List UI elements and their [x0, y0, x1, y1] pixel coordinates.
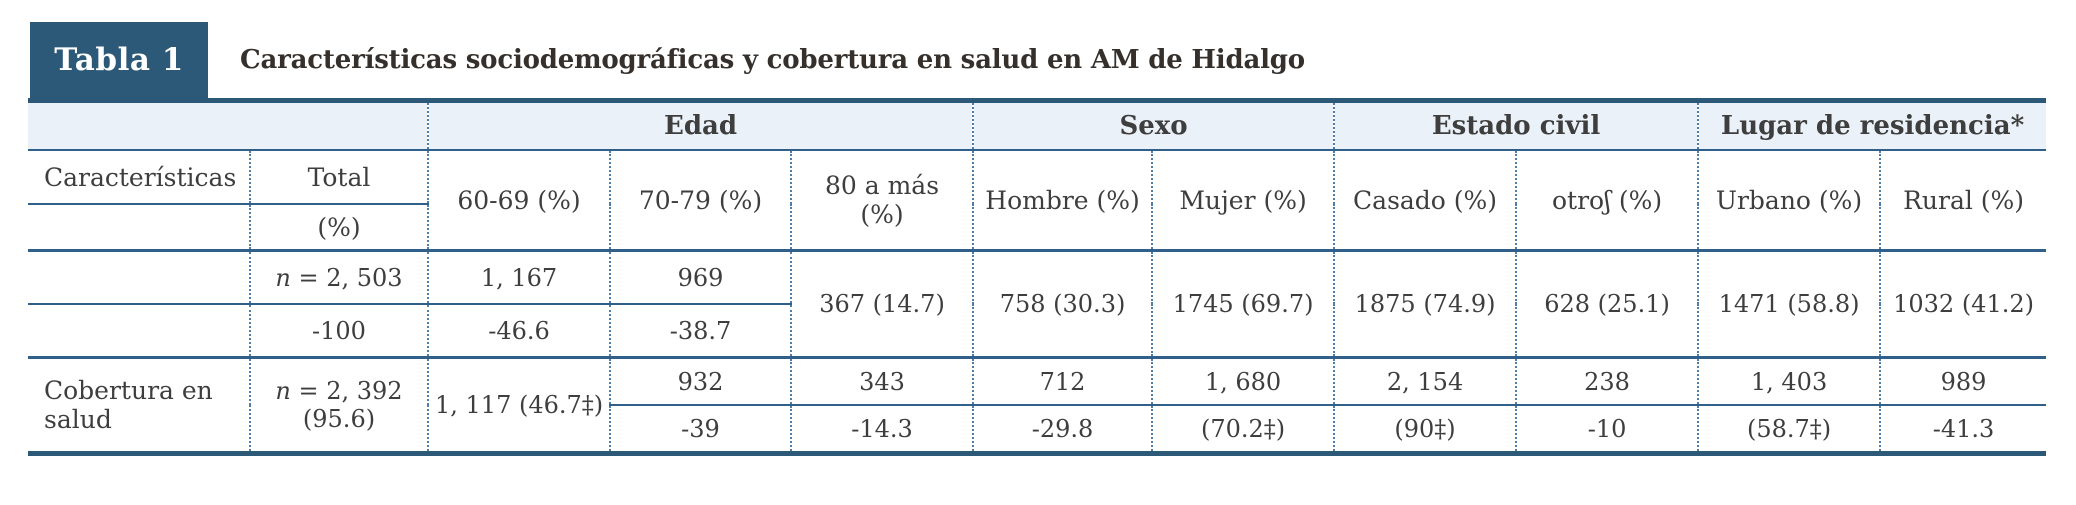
cell-r2-urbano-count: 1, 403 — [1697, 356, 1881, 406]
n-symbol: n — [275, 263, 291, 292]
cell-r2-total-n: n = 2, 392 (95.6) — [249, 356, 428, 454]
cell-r2-70-79-count: 932 — [609, 356, 791, 406]
col-header-80-mas-line2: (%) — [860, 200, 904, 229]
cell-r2-60-69: 1, 117 (46.7‡) — [427, 356, 610, 454]
cell-r1-total-n: n = 2, 503 — [249, 250, 428, 305]
group-header-lugar-residencia: Lugar de residencia* — [1697, 100, 2047, 151]
n-symbol: n — [275, 377, 291, 405]
cell-r2-rural-pct: -41.3 — [1879, 405, 2047, 454]
cell-r1-60-69-pct: -46.6 — [427, 304, 610, 358]
cell-r2-otro-count: 238 — [1515, 356, 1699, 406]
cell-r2-mujer-count: 1, 680 — [1151, 356, 1335, 406]
col-header-otro: otroʃ (%) — [1515, 150, 1699, 252]
col-header-70-79: 70-79 (%) — [609, 150, 791, 252]
cell-r2-70-79-pct: -39 — [609, 405, 791, 454]
col-header-total-pct: (%) — [249, 204, 428, 252]
table-row-cobertura-counts: Cobertura en salud n = 2, 392 (95.6) 1, … — [28, 356, 2047, 454]
cell-r1-70-79-count: 969 — [609, 250, 791, 305]
cell-r2-casado-count: 2, 154 — [1333, 356, 1517, 406]
table-row-cobertura-percent: -39 -14.3 -29.8 (70.2‡) (90‡) -10 (58.7‡… — [28, 405, 2047, 454]
cell-r1-80-mas: 367 (14.7) — [789, 250, 974, 358]
cell-r2-otro-pct: -10 — [1515, 405, 1699, 454]
sociodemographic-table: Edad Sexo Estado civil Lugar de residenc… — [28, 98, 2047, 456]
column-header-row-top: Características Total 60-69 (%) 70-79 (%… — [28, 150, 2047, 252]
cell-r2-rural-count: 989 — [1879, 356, 2047, 406]
col-header-60-69: 60-69 (%) — [427, 150, 610, 252]
group-header-empty — [28, 100, 428, 151]
cell-r2-hombre-pct: -29.8 — [972, 405, 1153, 454]
cell-r2-80-mas-pct: -14.3 — [789, 405, 974, 454]
row1-label-empty — [28, 250, 250, 305]
group-header-row: Edad Sexo Estado civil Lugar de residenc… — [28, 100, 2047, 151]
table-number-badge: Tabla 1 — [30, 22, 208, 98]
col-header-80-mas-line1: 80 a más — [824, 171, 940, 200]
col-header-total: Total — [249, 150, 428, 205]
table-row-total-sample-percent: -100 -46.6 -38.7 — [28, 304, 2046, 358]
group-header-estado-civil: Estado civil — [1333, 100, 1699, 151]
col-header-hombre: Hombre (%) — [972, 150, 1153, 252]
group-header-sexo: Sexo — [972, 100, 1335, 151]
col-header-rural: Rural (%) — [1879, 150, 2047, 252]
col-header-80-mas: 80 a más (%) — [789, 150, 974, 252]
cell-r2-hombre-count: 712 — [972, 356, 1153, 406]
cell-r1-urbano: 1471 (58.8) — [1697, 250, 1881, 358]
cell-r1-rural: 1032 (41.2) — [1879, 250, 2047, 358]
col-header-caracteristicas-empty — [28, 204, 250, 252]
cell-r1-total-pct: -100 — [249, 304, 428, 358]
col-header-mujer: Mujer (%) — [1151, 150, 1335, 252]
col-header-urbano: Urbano (%) — [1697, 150, 1881, 252]
row2-label-cobertura: Cobertura en salud — [28, 356, 250, 454]
cell-r2-urbano-pct: (58.7‡) — [1697, 405, 1881, 454]
cell-r1-casado: 1875 (74.9) — [1333, 250, 1517, 358]
cell-r1-70-79-pct: -38.7 — [609, 304, 791, 358]
column-header-row-bottom: (%) — [28, 204, 2046, 252]
col-header-casado: Casado (%) — [1333, 150, 1517, 252]
cell-r1-mujer: 1745 (69.7) — [1151, 250, 1335, 358]
table-number-label: Tabla 1 — [54, 42, 184, 78]
cell-r1-hombre: 758 (30.3) — [972, 250, 1153, 358]
table-title: Características sociodemográficas y cobe… — [240, 45, 1305, 75]
cell-r1-otro: 628 (25.1) — [1515, 250, 1699, 358]
col-header-caracteristicas: Características — [28, 150, 250, 205]
group-header-edad: Edad — [426, 100, 974, 151]
cell-r2-80-mas-count: 343 — [789, 356, 974, 406]
cell-r2-casado-pct: (90‡) — [1333, 405, 1517, 454]
cell-r1-60-69-count: 1, 167 — [427, 250, 610, 305]
row1b-label-empty — [28, 304, 250, 358]
table-row-total-sample-counts: n = 2, 503 1, 167 969 367 (14.7) 758 (30… — [28, 250, 2047, 358]
cell-r2-mujer-pct: (70.2‡) — [1151, 405, 1335, 454]
